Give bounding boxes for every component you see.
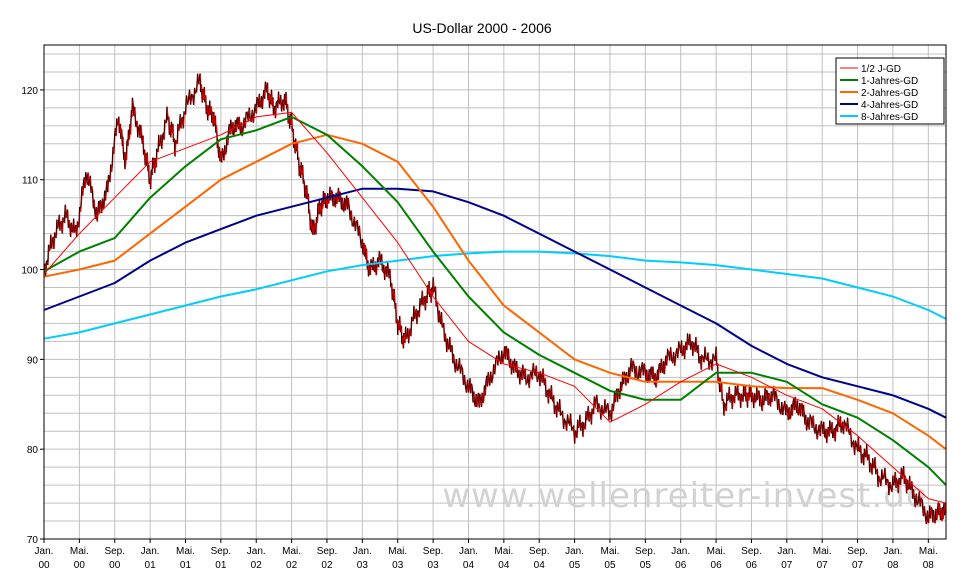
x-tick-label-month: Jan. [671,546,690,557]
x-tick-label-month: Mai. [919,546,938,557]
x-tick-label-month: Mai. [70,546,89,557]
x-tick-label-month: Jan. [565,546,584,557]
x-tick-label-year: 03 [392,560,404,571]
x-tick-label-year: 06 [746,560,758,571]
x-tick-label-year: 01 [180,560,192,571]
legend: 1/2 J-GD1-Jahres-GD2-Jahres-GD4-Jahres-G… [835,57,945,125]
legend-label: 2-Jahres-GD [861,88,918,99]
x-tick-label-year: 07 [781,560,793,571]
x-tick-label-year: 03 [357,560,369,571]
series-line-0 [43,111,947,504]
chart-title: US-Dollar 2000 - 2006 [412,20,552,36]
x-tick-label-year: 07 [852,560,864,571]
plot-frame [43,44,947,540]
x-tick-label-month: Jan. [141,546,160,557]
x-tick-label-month: Sep. [423,546,444,557]
x-tick-label-year: 05 [569,560,581,571]
y-tick-label: 110 [22,176,38,187]
x-tick-label-year: 02 [286,560,298,571]
x-tick-label-year: 07 [817,560,829,571]
x-tick-label-month: Sep. [529,546,550,557]
x-tick-label-month: Jan. [353,546,372,557]
x-tick-label-year: 04 [463,560,475,571]
x-tick-label-month: Mai. [388,546,407,557]
y-tick-label: 80 [27,445,39,456]
x-tick-label-year: 06 [711,560,723,571]
x-tick-label-month: Jan. [777,546,796,557]
x-tick-label-year: 05 [604,560,616,571]
y-tick-label: 90 [27,355,39,366]
legend-label: 4-Jahres-GD [861,100,918,111]
series-line-1 [43,115,947,486]
legend-label: 1-Jahres-GD [861,76,918,87]
x-tick-label-month: Jan. [459,546,478,557]
y-axis: 70 80 90 100 110 120 [21,86,44,546]
series-line-4 [43,250,947,340]
x-tick-label-month: Jan. [247,546,266,557]
series-line-price-red [44,73,947,525]
x-tick-label-month: Sep. [104,546,125,557]
y-tick-label: 120 [21,86,38,97]
x-tick-label-year: 08 [923,560,935,571]
x-tick-label-month: Jan. [35,546,54,557]
legend-label: 1/2 J-GD [861,64,901,75]
series-line-3 [43,187,947,419]
x-tick-label-month: Mai. [282,546,301,557]
x-tick-label-year: 00 [38,560,50,571]
x-tick-label-month: Mai. [494,546,513,557]
legend-label: 8-Jahres-GD [861,112,918,123]
grid-layer [44,45,946,539]
x-tick-label-month: Jan. [883,546,902,557]
x-tick-label-month: Mai. [601,546,620,557]
x-tick-label-year: 02 [251,560,263,571]
x-tick-label-year: 01 [215,560,227,571]
x-tick-label-month: Sep. [847,546,868,557]
series-layer [43,73,947,525]
x-tick-label-month: Mai. [813,546,832,557]
x-tick-label-year: 03 [428,560,440,571]
x-tick-label-year: 01 [145,560,157,571]
x-tick-label-year: 08 [887,560,899,571]
x-axis: Jan. 00 Mai. 00 Sep. 00 Jan. 01 Mai. 01 Sep. 01 Jan.… [35,539,938,571]
x-tick-label-year: 00 [74,560,86,571]
x-tick-label-month: Sep. [317,546,338,557]
x-tick-label-year: 04 [534,560,546,571]
x-tick-label-year: 02 [321,560,333,571]
x-tick-label-year: 00 [109,560,121,571]
x-tick-label-month: Mai. [176,546,195,557]
x-tick-label-year: 05 [640,560,652,571]
x-tick-label-month: Sep. [741,546,762,557]
x-tick-label-year: 06 [675,560,687,571]
series-line-2 [43,133,947,450]
y-tick-label: 70 [27,535,39,546]
watermark-layer: www.wellenreiter-invest.de [442,476,928,516]
x-tick-label-month: Sep. [635,546,656,557]
y-tick-label: 100 [21,266,38,277]
watermark-text: www.wellenreiter-invest.de [442,476,928,516]
x-tick-label-year: 04 [498,560,510,571]
x-tick-label-month: Mai. [707,546,726,557]
x-tick-label-month: Sep. [211,546,232,557]
